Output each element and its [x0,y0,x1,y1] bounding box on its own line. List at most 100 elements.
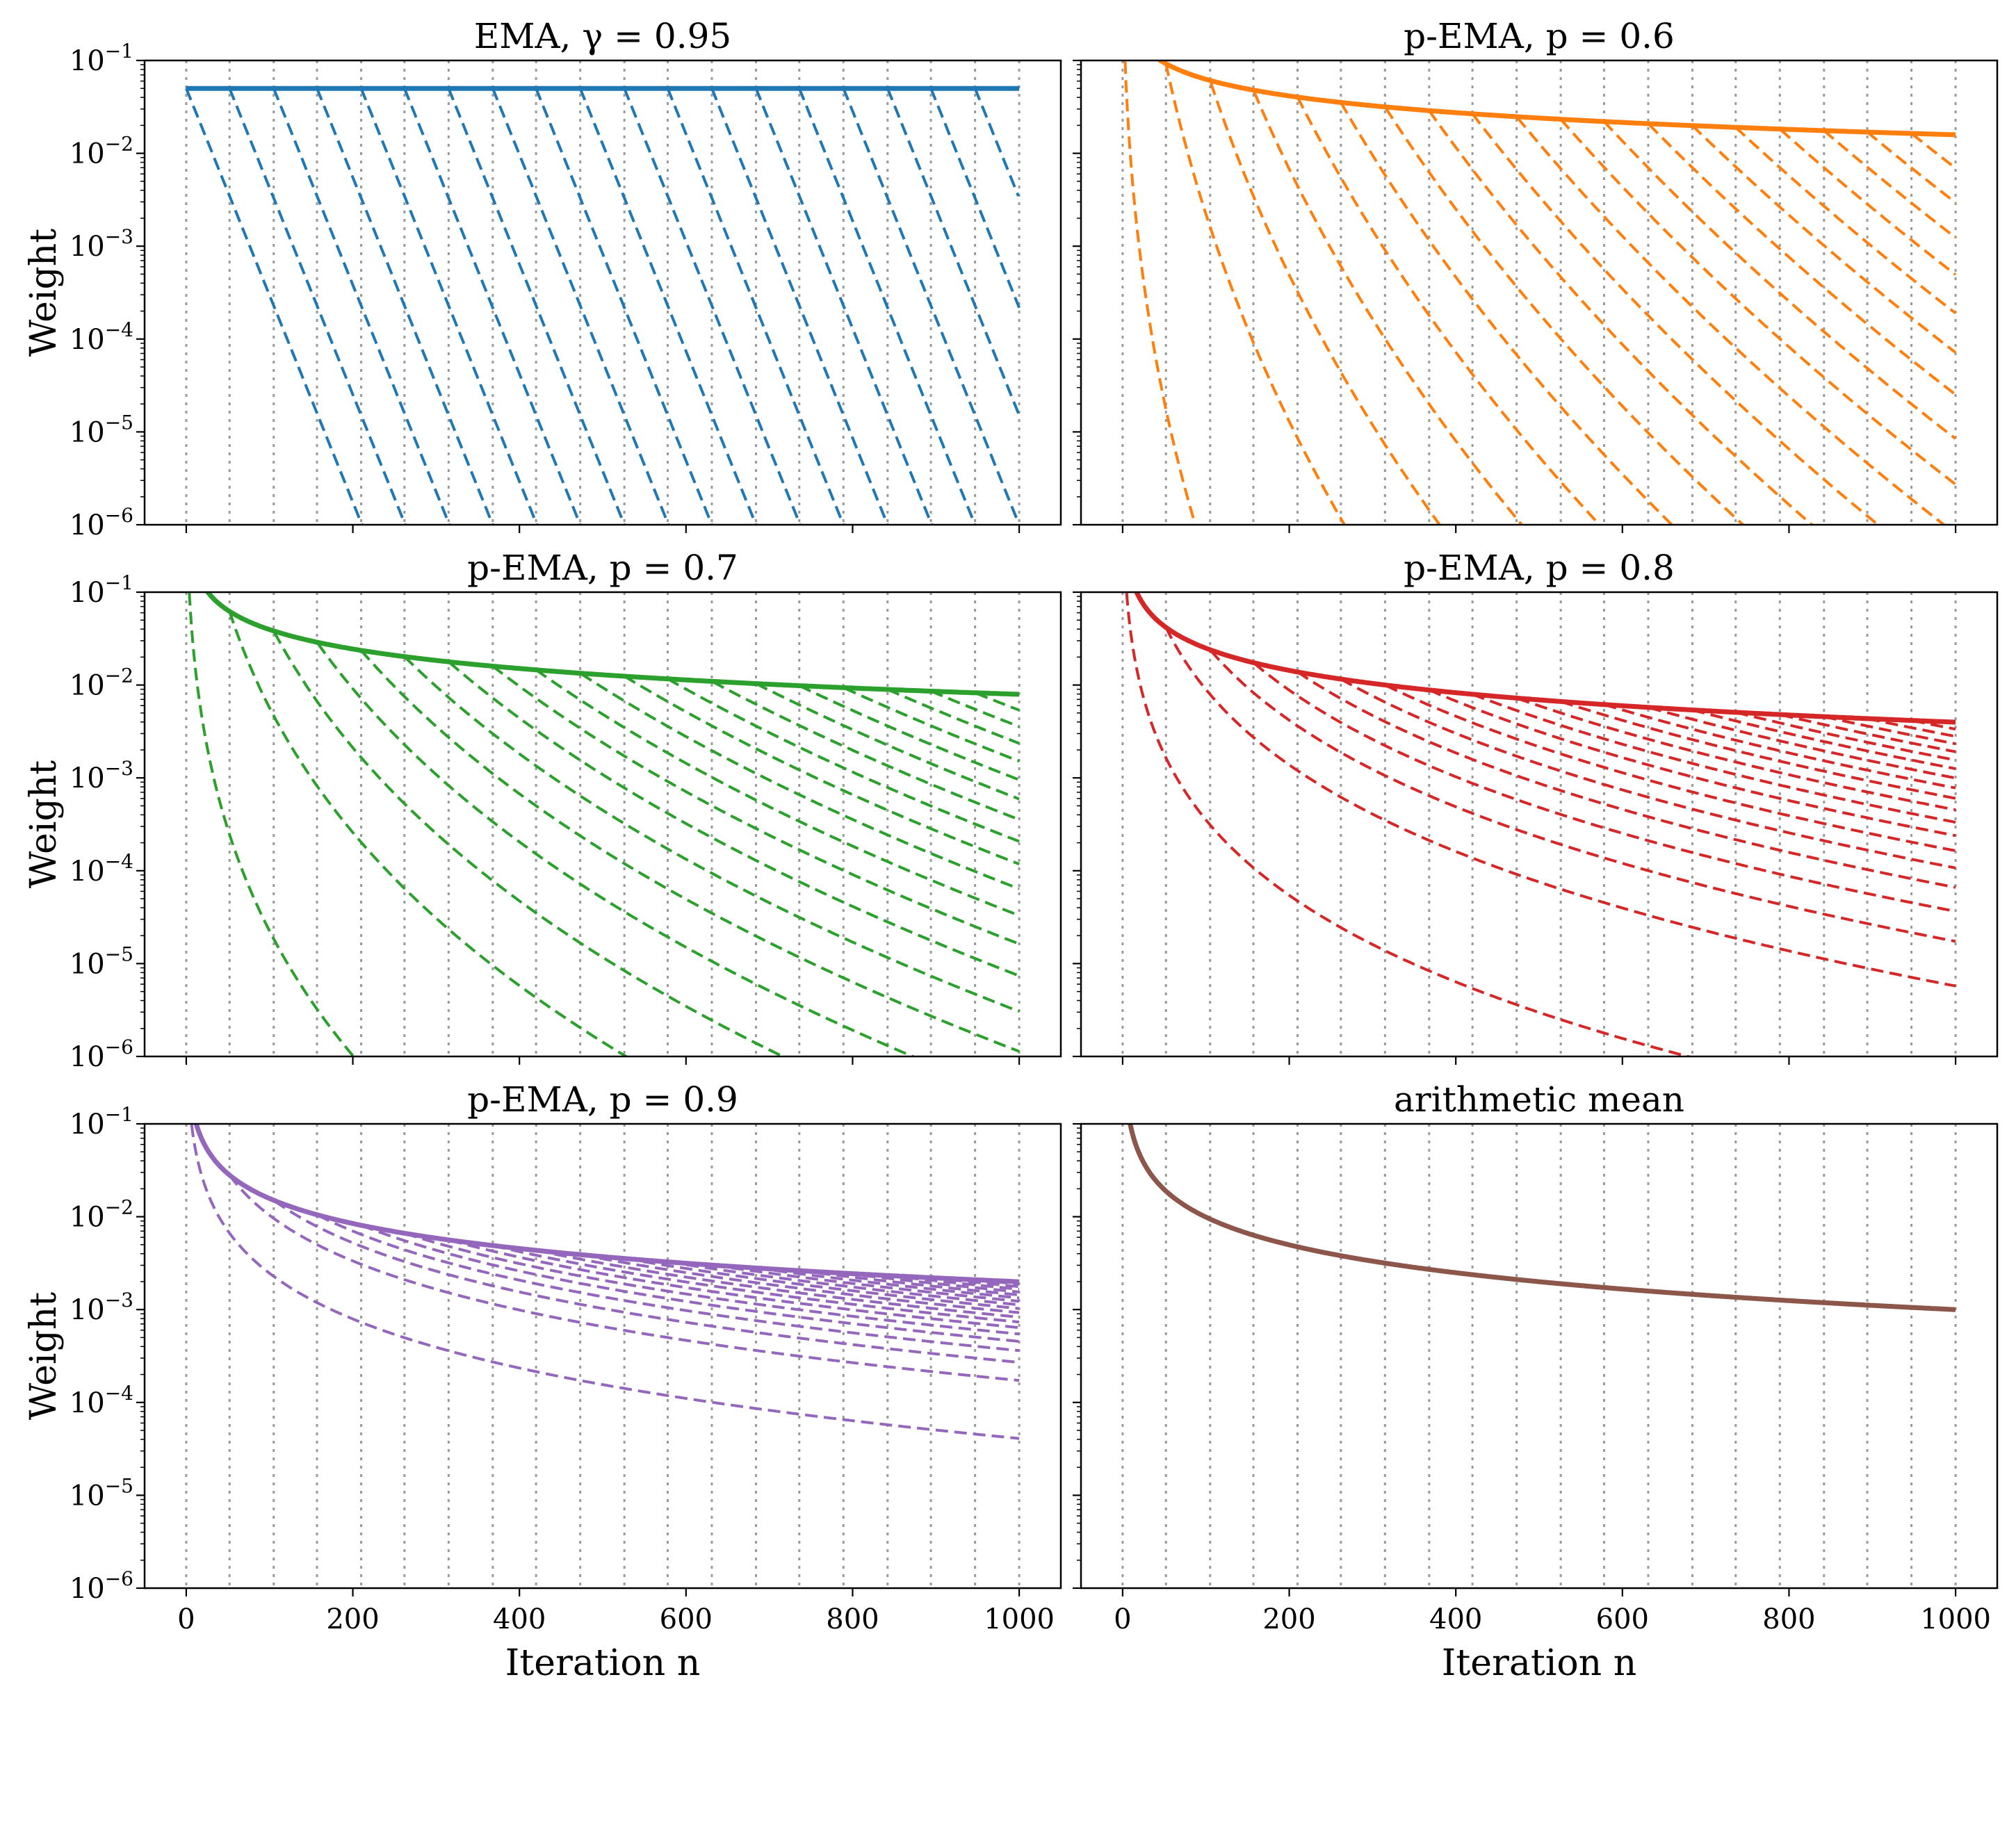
dashed-series-line [973,88,1020,197]
dashed-series-line [1603,703,1956,790]
y-axis-label: Weight [23,1292,65,1420]
dashed-series-line [842,88,1020,523]
y-tick-label: 10−3 [70,1289,133,1326]
dashed-series-line [448,661,1020,977]
dashed-series-line [1780,129,1957,276]
dashed-series-line [930,1276,1020,1289]
dashed-series-line [403,655,1020,1013]
dashed-series-line [273,1200,1020,1364]
dashed-series-line [1125,592,1693,1056]
panel-4: p-EMA, p = 0.8 [1073,548,1999,1065]
dashed-series-line [667,1260,1020,1307]
chart-title: p-EMA, p = 0.6 [1404,16,1675,56]
y-tick-label: 10−1 [70,571,133,609]
dashed-series-line [1296,96,1602,525]
dashed-series-line [929,88,1021,309]
y-axis-label: Weight [23,229,65,357]
x-tick-label: 800 [1762,1603,1815,1635]
dashed-series-line [1210,82,1442,525]
dashed-series-line [1385,684,1956,853]
panel-1: 10−6 10−5 10−4 10−3 10−2 10−1 EMA, γ = 0.95 Wei… [23,16,1062,541]
axes-frame [143,591,1062,1058]
x-tick-label: 0 [177,1603,195,1635]
x-axis-label: Iteration n [505,1642,700,1684]
y-tick-label: 10−4 [70,850,133,888]
dashed-series-line [1472,693,1956,824]
dashed-series-line [624,1257,1020,1310]
dashed-series-line [1780,713,1956,753]
panel-3: 10−6 10−5 10−4 10−3 10−2 10−1 p-EMA, p = 0.7 We… [23,548,1062,1073]
solid-series-line [1134,592,1957,725]
dashed-series-line [360,1224,1020,1343]
y-tick-label: 10−4 [70,1382,133,1419]
dashed-series-line [228,611,629,1056]
x-tick-label: 200 [1262,1603,1315,1635]
dashed-series-line [1429,688,1956,838]
dashed-series-line [1911,133,1957,170]
dashed-series-line [1164,626,1956,988]
x-tick-label: 600 [1596,1603,1649,1635]
dashed-series-line [1866,131,1957,204]
dashed-series-line [712,680,1020,822]
panel-2: p-EMA, p = 0.6 [1073,16,1999,533]
dashed-series-line [1648,123,1957,396]
dashed-series-line [491,664,1020,945]
dashed-series-line [1823,129,1957,239]
x-tick-label: 1000 [1920,1603,1991,1635]
chart-title: p-EMA, p = 0.8 [1404,548,1675,588]
dashed-series-line [580,1253,1020,1314]
series-group [1128,1124,1958,1312]
x-tick-label: 400 [1429,1603,1482,1635]
dashed-series-line [975,692,1020,712]
dashed-series-line [317,1214,1020,1353]
y-tick-label: 10−5 [70,942,133,980]
dashed-series-line [886,88,1021,416]
solid-series-line [1155,60,1957,138]
dashed-series-line [797,88,977,525]
dashed-series-line [798,684,1020,781]
x-axis-label: Iteration n [1442,1642,1636,1684]
x-tick-label: 1000 [984,1603,1055,1635]
dashed-series-line [449,1239,1020,1330]
series-group [1123,60,1957,525]
y-tick-label: 10−3 [70,225,133,263]
dashed-series-line [886,688,1020,745]
dashed-series-line [228,1174,1020,1382]
solid-series-line [1128,1124,1958,1312]
y-tick-label: 10−6 [70,1567,133,1605]
chart-title: p-EMA, p = 0.7 [467,548,738,588]
dashed-series-line [535,669,1020,917]
y-tick-label: 10−1 [70,1103,133,1141]
axes-frame [143,1122,1062,1590]
y-tick-label: 10−3 [70,757,133,794]
dashed-series-line [188,592,356,1056]
dashed-series-line [492,1244,1020,1324]
series-group [185,85,1021,525]
y-tick-label: 10−6 [70,504,133,541]
y-tick-label: 10−1 [70,40,133,77]
y-tick-label: 10−2 [70,133,133,170]
x-tick-label: 600 [660,1603,713,1635]
dashed-series-line [1471,113,1880,525]
dashed-series-line [843,687,1020,762]
dashed-series-line [404,1232,1020,1336]
dashed-series-line [667,678,1020,843]
x-tick-label: 400 [493,1603,546,1635]
y-tick-label: 10−5 [70,1474,133,1512]
dashed-series-line [1560,700,1956,800]
dashed-series-line [1210,649,1956,943]
dashed-series-line [1648,706,1956,780]
series-group [190,1124,1021,1440]
dashed-series-line [273,632,786,1056]
solid-series-line [193,1124,1021,1284]
dashed-series-line [1384,107,1746,525]
x-tick-label: 0 [1114,1603,1131,1635]
dashed-series-line [1340,678,1956,869]
y-tick-label: 10−6 [70,1036,133,1073]
dashed-series-line [755,682,1020,801]
axes-frame [1080,1122,1999,1590]
dashed-series-line [1517,696,1956,812]
dashed-series-line [580,672,1020,890]
dashed-series-line [1340,101,1674,525]
